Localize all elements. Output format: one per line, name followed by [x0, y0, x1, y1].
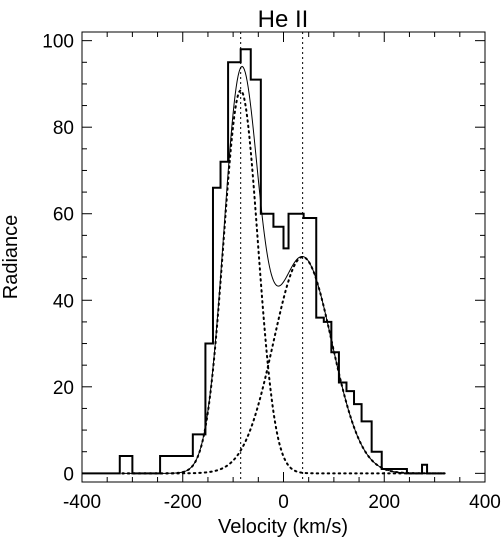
chart-title: He II	[258, 6, 309, 33]
histogram-line	[82, 48, 445, 475]
y-tick-label: 80	[53, 118, 74, 139]
x-tick-label: -400	[63, 492, 101, 513]
y-tick-label: 20	[53, 378, 74, 399]
gaussian-2-curve	[121, 255, 446, 475]
x-tick-label: 200	[368, 492, 400, 513]
x-tick-label: 400	[469, 492, 501, 513]
y-axis-label: Radiance	[0, 215, 22, 300]
x-axis-label: Velocity (km/s)	[218, 516, 348, 538]
y-tick-label: 0	[63, 464, 74, 485]
y-tick-label: 40	[53, 291, 74, 312]
axes-layer: -400 -200 0 200 400 0 20 40 60 80 100	[42, 31, 501, 513]
histogram-layer	[82, 48, 445, 475]
plot-frame	[81, 31, 486, 483]
y-tick-label: 60	[53, 205, 74, 226]
x-tick-label: -200	[164, 492, 202, 513]
fit-curves-layer	[121, 32, 446, 482]
total-fit-curve	[122, 65, 445, 474]
y-tick-label: 100	[42, 32, 74, 53]
x-tick-label: 0	[278, 492, 289, 513]
